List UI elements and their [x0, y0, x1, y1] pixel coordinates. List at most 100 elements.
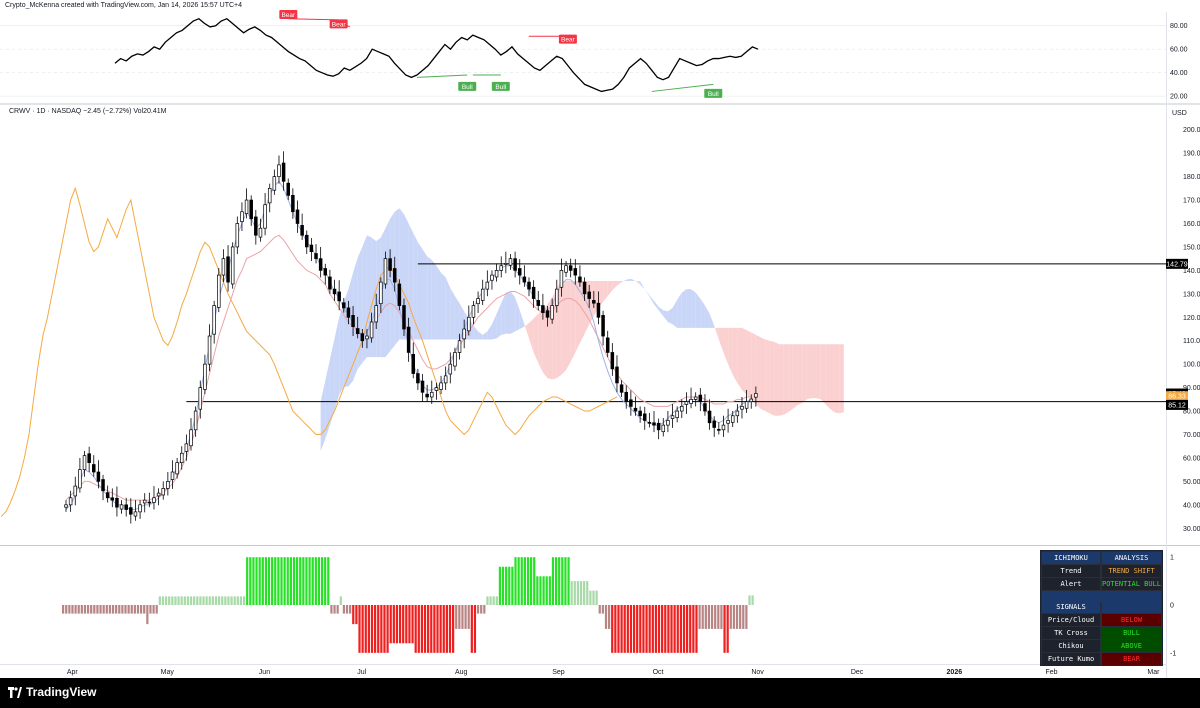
histogram-bar — [105, 605, 108, 614]
price-tick-label: 60.00 — [1183, 455, 1200, 462]
candlestick — [615, 366, 619, 384]
histogram-bar — [267, 557, 271, 605]
candlestick — [217, 274, 221, 308]
candlestick — [642, 413, 647, 421]
kumo-cloud-segment — [491, 313, 497, 340]
kumo-cloud-segment — [663, 310, 668, 322]
histogram-bar — [489, 596, 492, 605]
histogram-bar — [433, 605, 436, 653]
histogram-bar — [211, 596, 214, 605]
histogram-bar — [327, 557, 330, 605]
histogram-bar — [121, 605, 124, 614]
histogram-bar — [458, 605, 461, 629]
candlestick — [342, 302, 346, 309]
price-pane — [0, 151, 1166, 524]
rsi-signal-label: Bear — [561, 37, 576, 44]
histogram-bar — [707, 605, 711, 629]
histogram-bar — [673, 605, 676, 653]
candlestick — [226, 256, 230, 283]
candlestick — [749, 398, 753, 403]
kumo-cloud-segment — [811, 344, 817, 399]
candlestick — [629, 399, 633, 407]
signal-row-future-kumo: Future Kumo BEAR — [1041, 653, 1162, 666]
histogram-bar — [364, 605, 367, 653]
candlestick — [263, 204, 267, 229]
candlestick — [82, 455, 87, 471]
candlestick — [68, 497, 73, 506]
candlestick — [680, 406, 684, 412]
price-tick-label: 160.00 — [1183, 221, 1200, 228]
histogram-bar — [592, 590, 595, 605]
candlestick — [277, 164, 281, 177]
histogram-bar — [729, 605, 732, 629]
histogram-bar — [704, 605, 707, 629]
candlestick — [360, 333, 365, 342]
histogram-bar — [520, 557, 523, 605]
histogram-bar — [349, 605, 352, 614]
histogram-bar — [576, 581, 580, 605]
kumo-cloud-segment — [515, 297, 520, 332]
price-tick-label: 40.00 — [1183, 502, 1200, 509]
kumo-cloud-segment — [769, 340, 775, 416]
histogram-bar — [714, 605, 717, 629]
histogram-tick-label: 1 — [1170, 555, 1174, 562]
candlestick — [605, 337, 610, 353]
histogram-bar — [470, 605, 473, 653]
candlestick — [138, 504, 142, 513]
histogram-bar — [642, 605, 645, 653]
rsi-signal-label: Bull — [708, 91, 719, 98]
histogram-bar — [739, 605, 742, 629]
histogram-bar — [523, 557, 526, 605]
kumo-cloud-segment — [607, 280, 613, 297]
kumo-cloud-segment — [714, 325, 719, 340]
candlestick — [286, 182, 290, 196]
kumo-cloud-segment — [741, 327, 747, 395]
histogram-bar — [492, 596, 495, 605]
kumo-cloud-segment — [779, 344, 784, 416]
price-tag-142: 142.79 — [1166, 261, 1188, 268]
histogram-bar — [83, 605, 87, 614]
signal-label-tk-cross: TK Cross — [1042, 627, 1100, 639]
candlestick — [541, 305, 545, 313]
kumo-cloud-segment — [496, 303, 502, 339]
kumo-cloud-segment — [575, 280, 580, 353]
candlestick — [152, 497, 156, 503]
candlestick — [142, 499, 147, 504]
histogram-bar — [564, 557, 567, 605]
panel-header-row: ICHIMOKU ANALYSIS — [1041, 552, 1162, 565]
footer-bar: TradingView — [0, 678, 1200, 708]
candlestick — [578, 276, 582, 283]
histogram-bar — [567, 557, 570, 605]
histogram-bar — [233, 596, 236, 605]
candlestick — [230, 246, 235, 285]
kumo-cloud-segment — [339, 302, 344, 395]
histogram-bar — [296, 557, 299, 605]
candlestick — [430, 391, 434, 398]
kumo-cloud-segment — [658, 306, 664, 317]
histogram-bar — [367, 605, 370, 653]
candlestick — [235, 223, 240, 248]
histogram-bar — [352, 605, 355, 625]
histogram-bar — [573, 581, 576, 605]
histogram-bar — [654, 605, 658, 653]
histogram-bar — [726, 605, 729, 653]
candlestick — [105, 492, 110, 499]
histogram-bar — [452, 605, 455, 653]
kumo-cloud-segment — [417, 242, 423, 340]
candlestick — [582, 281, 587, 295]
axis-layer: 80.0060.0040.0020.00200.00190.00180.0017… — [67, 23, 1200, 676]
histogram-bar — [392, 605, 395, 644]
histogram-bar — [93, 605, 96, 614]
histogram-bar — [314, 557, 317, 605]
candlestick — [96, 471, 101, 482]
kumo-cloud-segment — [505, 291, 511, 334]
candlestick — [508, 258, 513, 266]
histogram-bar — [214, 596, 218, 605]
histogram-bar — [539, 576, 542, 605]
histogram-bar — [374, 605, 377, 653]
histogram-bar — [80, 605, 83, 614]
panel-signals-title-row: SIGNALS — [1041, 601, 1162, 614]
candlestick — [522, 276, 527, 283]
currency-label: USD — [1172, 110, 1187, 117]
